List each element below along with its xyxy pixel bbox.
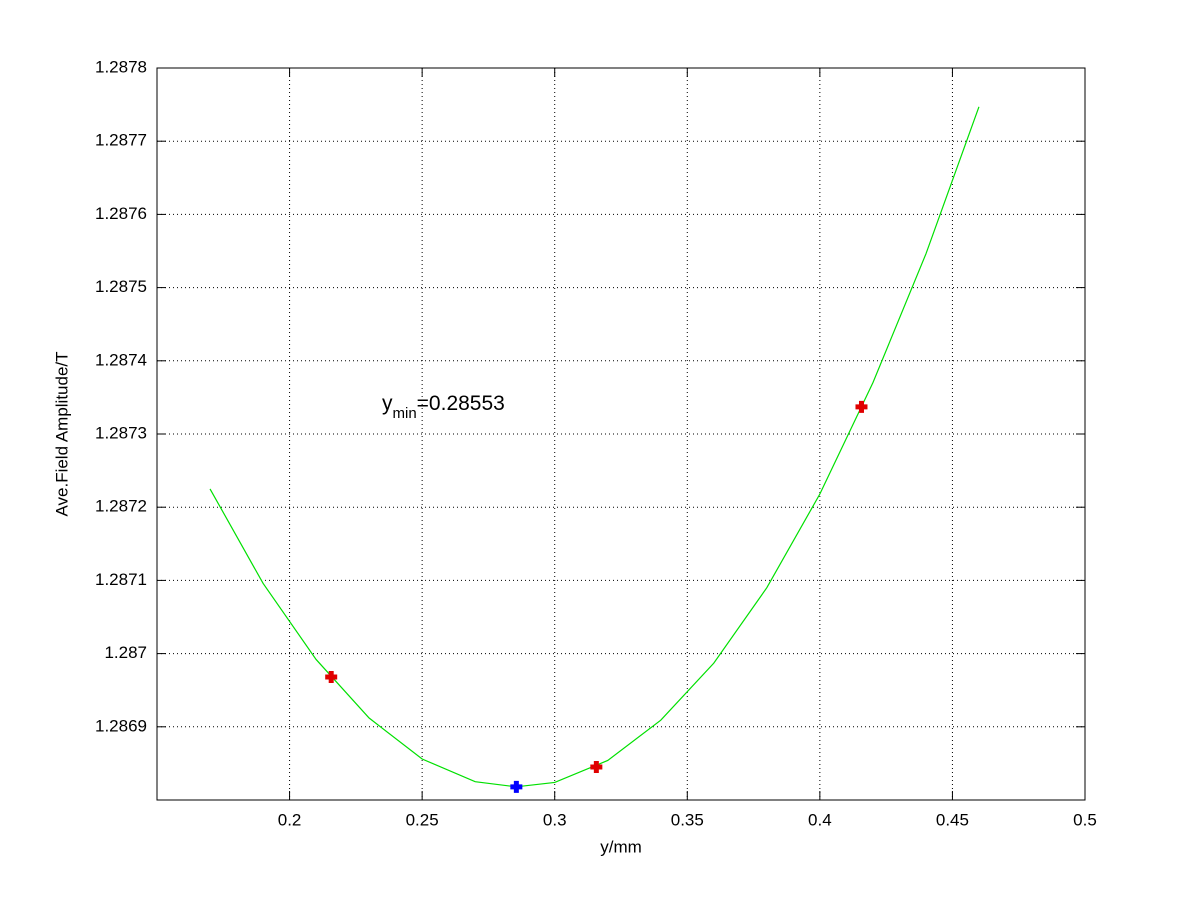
x-tick-label: 0.3 — [543, 810, 567, 829]
y-tick-label: 1.2876 — [95, 204, 147, 223]
data-point — [325, 671, 338, 684]
x-tick-label: 0.5 — [1073, 810, 1097, 829]
annotation-text: y — [382, 392, 393, 415]
plot-frame — [156, 67, 1086, 801]
x-tick-label: 0.4 — [808, 810, 832, 829]
y-tick-label: 1.2877 — [95, 131, 147, 150]
data-point — [510, 780, 523, 793]
fit-curve — [209, 106, 980, 788]
y-tick-label: 1.287 — [104, 643, 147, 662]
y-tick-label: 1.2873 — [95, 423, 147, 442]
y-tick-label: 1.2874 — [95, 350, 147, 369]
annotation-suffix: =0.28553 — [417, 392, 505, 415]
y-tick-label: 1.2875 — [95, 277, 147, 296]
x-tick-label: 0.2 — [278, 810, 302, 829]
y-tick-label: 1.2878 — [95, 57, 147, 76]
data-point — [590, 761, 603, 774]
y-tick-label: 1.2872 — [95, 497, 147, 516]
x-tick-label: 0.45 — [936, 810, 969, 829]
x-tick-label: 0.25 — [406, 810, 439, 829]
annotation: ymin=0.28553 — [382, 392, 505, 422]
annotation-subscript: min — [393, 405, 417, 422]
data-point — [855, 400, 868, 413]
y-axis-label: Ave.Field Amplitude/T — [52, 351, 71, 516]
x-tick-label: 0.35 — [671, 810, 704, 829]
y-tick-label: 1.2869 — [95, 716, 147, 735]
x-axis-label: y/mm — [600, 837, 642, 856]
y-tick-label: 1.2871 — [95, 570, 147, 589]
